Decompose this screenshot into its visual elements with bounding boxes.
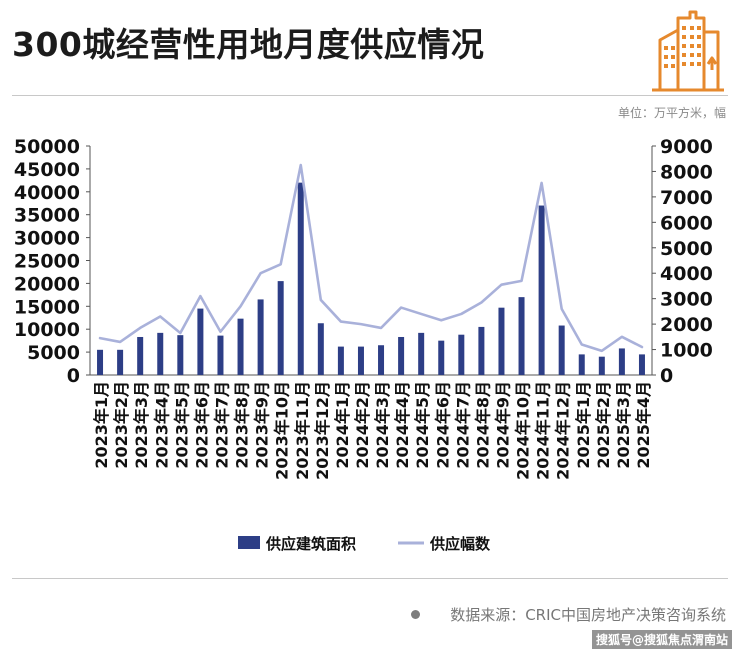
source-note: 数据来源：CRIC中国房地产决策咨询系统 <box>411 604 726 625</box>
source-text: 数据来源：CRIC中国房地产决策咨询系统 <box>450 606 726 624</box>
bar <box>598 356 605 375</box>
bar <box>618 348 625 375</box>
bar <box>117 349 124 375</box>
x-tick-label: 2023年5月 <box>172 381 191 469</box>
bar <box>378 345 385 375</box>
x-tick-label: 2023年8月 <box>233 381 252 469</box>
bar <box>217 335 224 375</box>
x-tick-label: 2024年3月 <box>373 381 392 469</box>
bar <box>317 323 324 375</box>
right-tick-label: 4000 <box>660 263 713 285</box>
x-tick-label: 2023年2月 <box>112 381 131 469</box>
bar <box>297 182 304 375</box>
x-tick-label: 2023年1月 <box>92 381 111 469</box>
x-tick-label: 2024年6月 <box>433 381 452 469</box>
left-tick-label: 5000 <box>27 342 80 364</box>
bar <box>277 281 284 375</box>
legend-label-bar: 供应建筑面积 <box>265 535 356 553</box>
header-divider <box>12 95 728 96</box>
bar <box>357 346 364 375</box>
x-tick-label: 2024年11月 <box>534 381 553 480</box>
right-tick-label: 7000 <box>660 187 713 209</box>
left-tick-label: 15000 <box>14 296 80 318</box>
x-tick-label: 2024年12月 <box>554 381 573 480</box>
chart: 0500010000150002000025000300003500040000… <box>14 136 713 553</box>
bar <box>558 325 565 375</box>
x-tick-label: 2024年1月 <box>333 381 352 469</box>
x-tick-label: 2023年4月 <box>152 381 171 469</box>
bar <box>418 332 425 375</box>
x-tick-label: 2023年11月 <box>293 381 312 480</box>
x-tick-label: 2024年10月 <box>514 381 533 480</box>
x-tick-label: 2023年9月 <box>253 381 272 469</box>
bar <box>518 297 525 375</box>
right-tick-label: 2000 <box>660 314 713 336</box>
x-tick-label: 2023年3月 <box>132 381 151 469</box>
footer-divider <box>12 578 728 579</box>
bar <box>538 205 545 375</box>
x-tick-label: 2024年8月 <box>473 381 492 469</box>
x-tick-label: 2023年12月 <box>313 381 332 480</box>
x-tick-label: 2024年2月 <box>353 381 372 469</box>
bullet-icon <box>411 610 421 619</box>
x-tick-label: 2025年4月 <box>634 381 653 469</box>
legend-label-line: 供应幅数 <box>429 535 491 553</box>
series-line-supply-count <box>98 163 644 353</box>
right-tick-label: 0 <box>660 365 673 387</box>
right-tick-label: 3000 <box>660 289 713 311</box>
x-tick-label: 2023年6月 <box>192 381 211 469</box>
right-tick-label: 5000 <box>660 238 713 260</box>
x-tick-label: 2025年3月 <box>614 381 633 469</box>
bar <box>478 326 485 375</box>
x-tick-label: 2025年2月 <box>594 381 613 469</box>
left-tick-label: 25000 <box>14 251 80 273</box>
left-tick-label: 0 <box>67 365 80 387</box>
x-tick-label: 2023年10月 <box>273 381 292 480</box>
x-tick-label: 2025年1月 <box>574 381 593 469</box>
bar <box>97 349 104 375</box>
left-tick-label: 45000 <box>14 159 80 181</box>
legend-swatch-bar <box>238 536 260 549</box>
bar <box>337 346 344 375</box>
unit-label: 单位：万平方米，幅 <box>617 106 726 120</box>
x-tick-label: 2024年5月 <box>413 381 432 469</box>
bar <box>458 334 465 375</box>
bar <box>237 318 244 375</box>
watermark: 搜狐号@搜狐焦点渭南站 <box>591 630 732 649</box>
bar <box>638 354 645 375</box>
right-tick-label: 6000 <box>660 212 713 234</box>
bar <box>137 336 144 375</box>
bar <box>157 332 164 375</box>
left-tick-label: 35000 <box>14 205 80 227</box>
right-tick-label: 8000 <box>660 161 713 183</box>
left-tick-label: 40000 <box>14 182 80 204</box>
bar <box>498 307 505 375</box>
left-tick-label: 20000 <box>14 273 80 295</box>
left-tick-label: 50000 <box>14 136 80 158</box>
bar <box>257 299 264 375</box>
left-tick-label: 10000 <box>14 319 80 341</box>
bar <box>197 308 204 375</box>
page-title: 300城经营性用地月度供应情况 <box>12 25 485 64</box>
bar <box>438 340 445 375</box>
right-tick-label: 9000 <box>660 136 713 158</box>
bar <box>177 335 184 375</box>
bar <box>578 354 585 375</box>
building-icon <box>646 8 728 98</box>
x-tick-label: 2023年7月 <box>212 381 231 469</box>
bar <box>398 336 405 375</box>
x-tick-label: 2024年9月 <box>493 381 512 469</box>
right-tick-label: 1000 <box>660 340 713 362</box>
x-tick-label: 2024年7月 <box>453 381 472 469</box>
left-tick-label: 30000 <box>14 228 80 250</box>
x-tick-label: 2024年4月 <box>393 381 412 469</box>
